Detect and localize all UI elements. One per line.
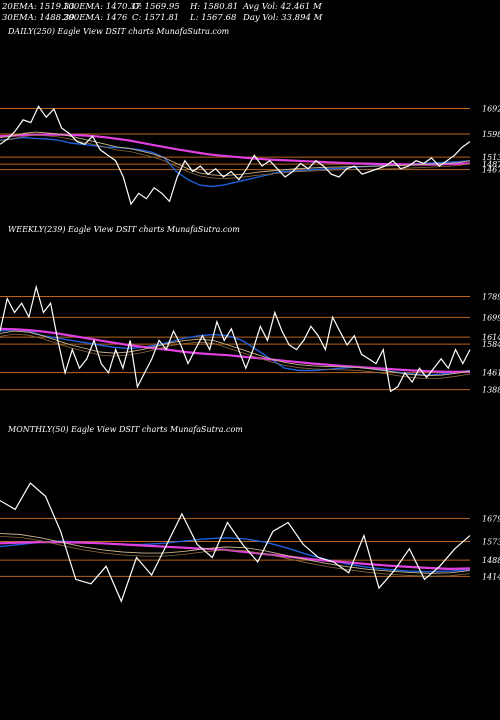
level-label-0-3: 1487 [482,160,500,169]
ema-line-0-2-b [0,134,471,180]
level-label-0-1: 1598 [482,130,500,139]
level-label-1-3: 1584 [482,340,500,349]
panel-title-2: MONTHLY(50) Eagle View DSIT charts Munaf… [7,425,243,434]
header-r1c2: 100EMA: 1470.37 [63,2,141,12]
header-r2c5: Day Vol: 33.894 M [243,13,323,23]
level-label-1-2: 1614 [482,333,500,342]
ema-line-1-2-b [0,333,471,380]
ema-line-0-0 [0,136,471,188]
level-label-1-1: 1699 [482,313,500,322]
level-label-2-2: 1488 [482,556,500,565]
price-line-1 [0,284,471,393]
level-label-2-3: 1414 [482,572,500,581]
ema-line-2-2 [0,532,471,574]
level-label-1-5: 1388 [482,386,500,395]
header-r2c4: L: 1567.68 [190,13,237,23]
ema-line-0-2 [0,131,471,177]
header-r2c1: 30EMA: 1488.39 [2,13,75,23]
ema-line-1-1 [0,327,471,374]
ema-line-0-1 [0,133,471,166]
level-label-2-0: 1679 [482,514,500,523]
panel-title-1: WEEKLY(239) Eagle View DSIT charts Munaf… [8,225,240,234]
price-line-0 [0,105,471,206]
level-label-0-4: 1467 [482,166,500,175]
ema-line-1-2 [0,330,471,377]
level-label-0-0: 1692 [482,104,500,113]
header-r1c1: 20EMA: 1519.33 [2,2,75,12]
header-r1c5: Avg Vol: 42.461 M [243,2,322,12]
price-line-2 [0,482,471,603]
header-r1c4: H: 1580.81 [190,2,239,12]
header-r2c2: 200EMA: 1476 [63,13,128,23]
level-label-0-2: 1513 [482,153,500,162]
level-label-2-1: 1573 [482,538,500,547]
header-r2c3: C: 1571.81 [132,13,180,23]
level-label-1-0: 1789 [482,292,500,301]
header-r1c3: O: 1569.95 [132,2,180,12]
panel-title-0: DAILY(250) Eagle View DSIT charts Munafa… [7,27,230,36]
ema-line-2-1 [0,541,471,571]
